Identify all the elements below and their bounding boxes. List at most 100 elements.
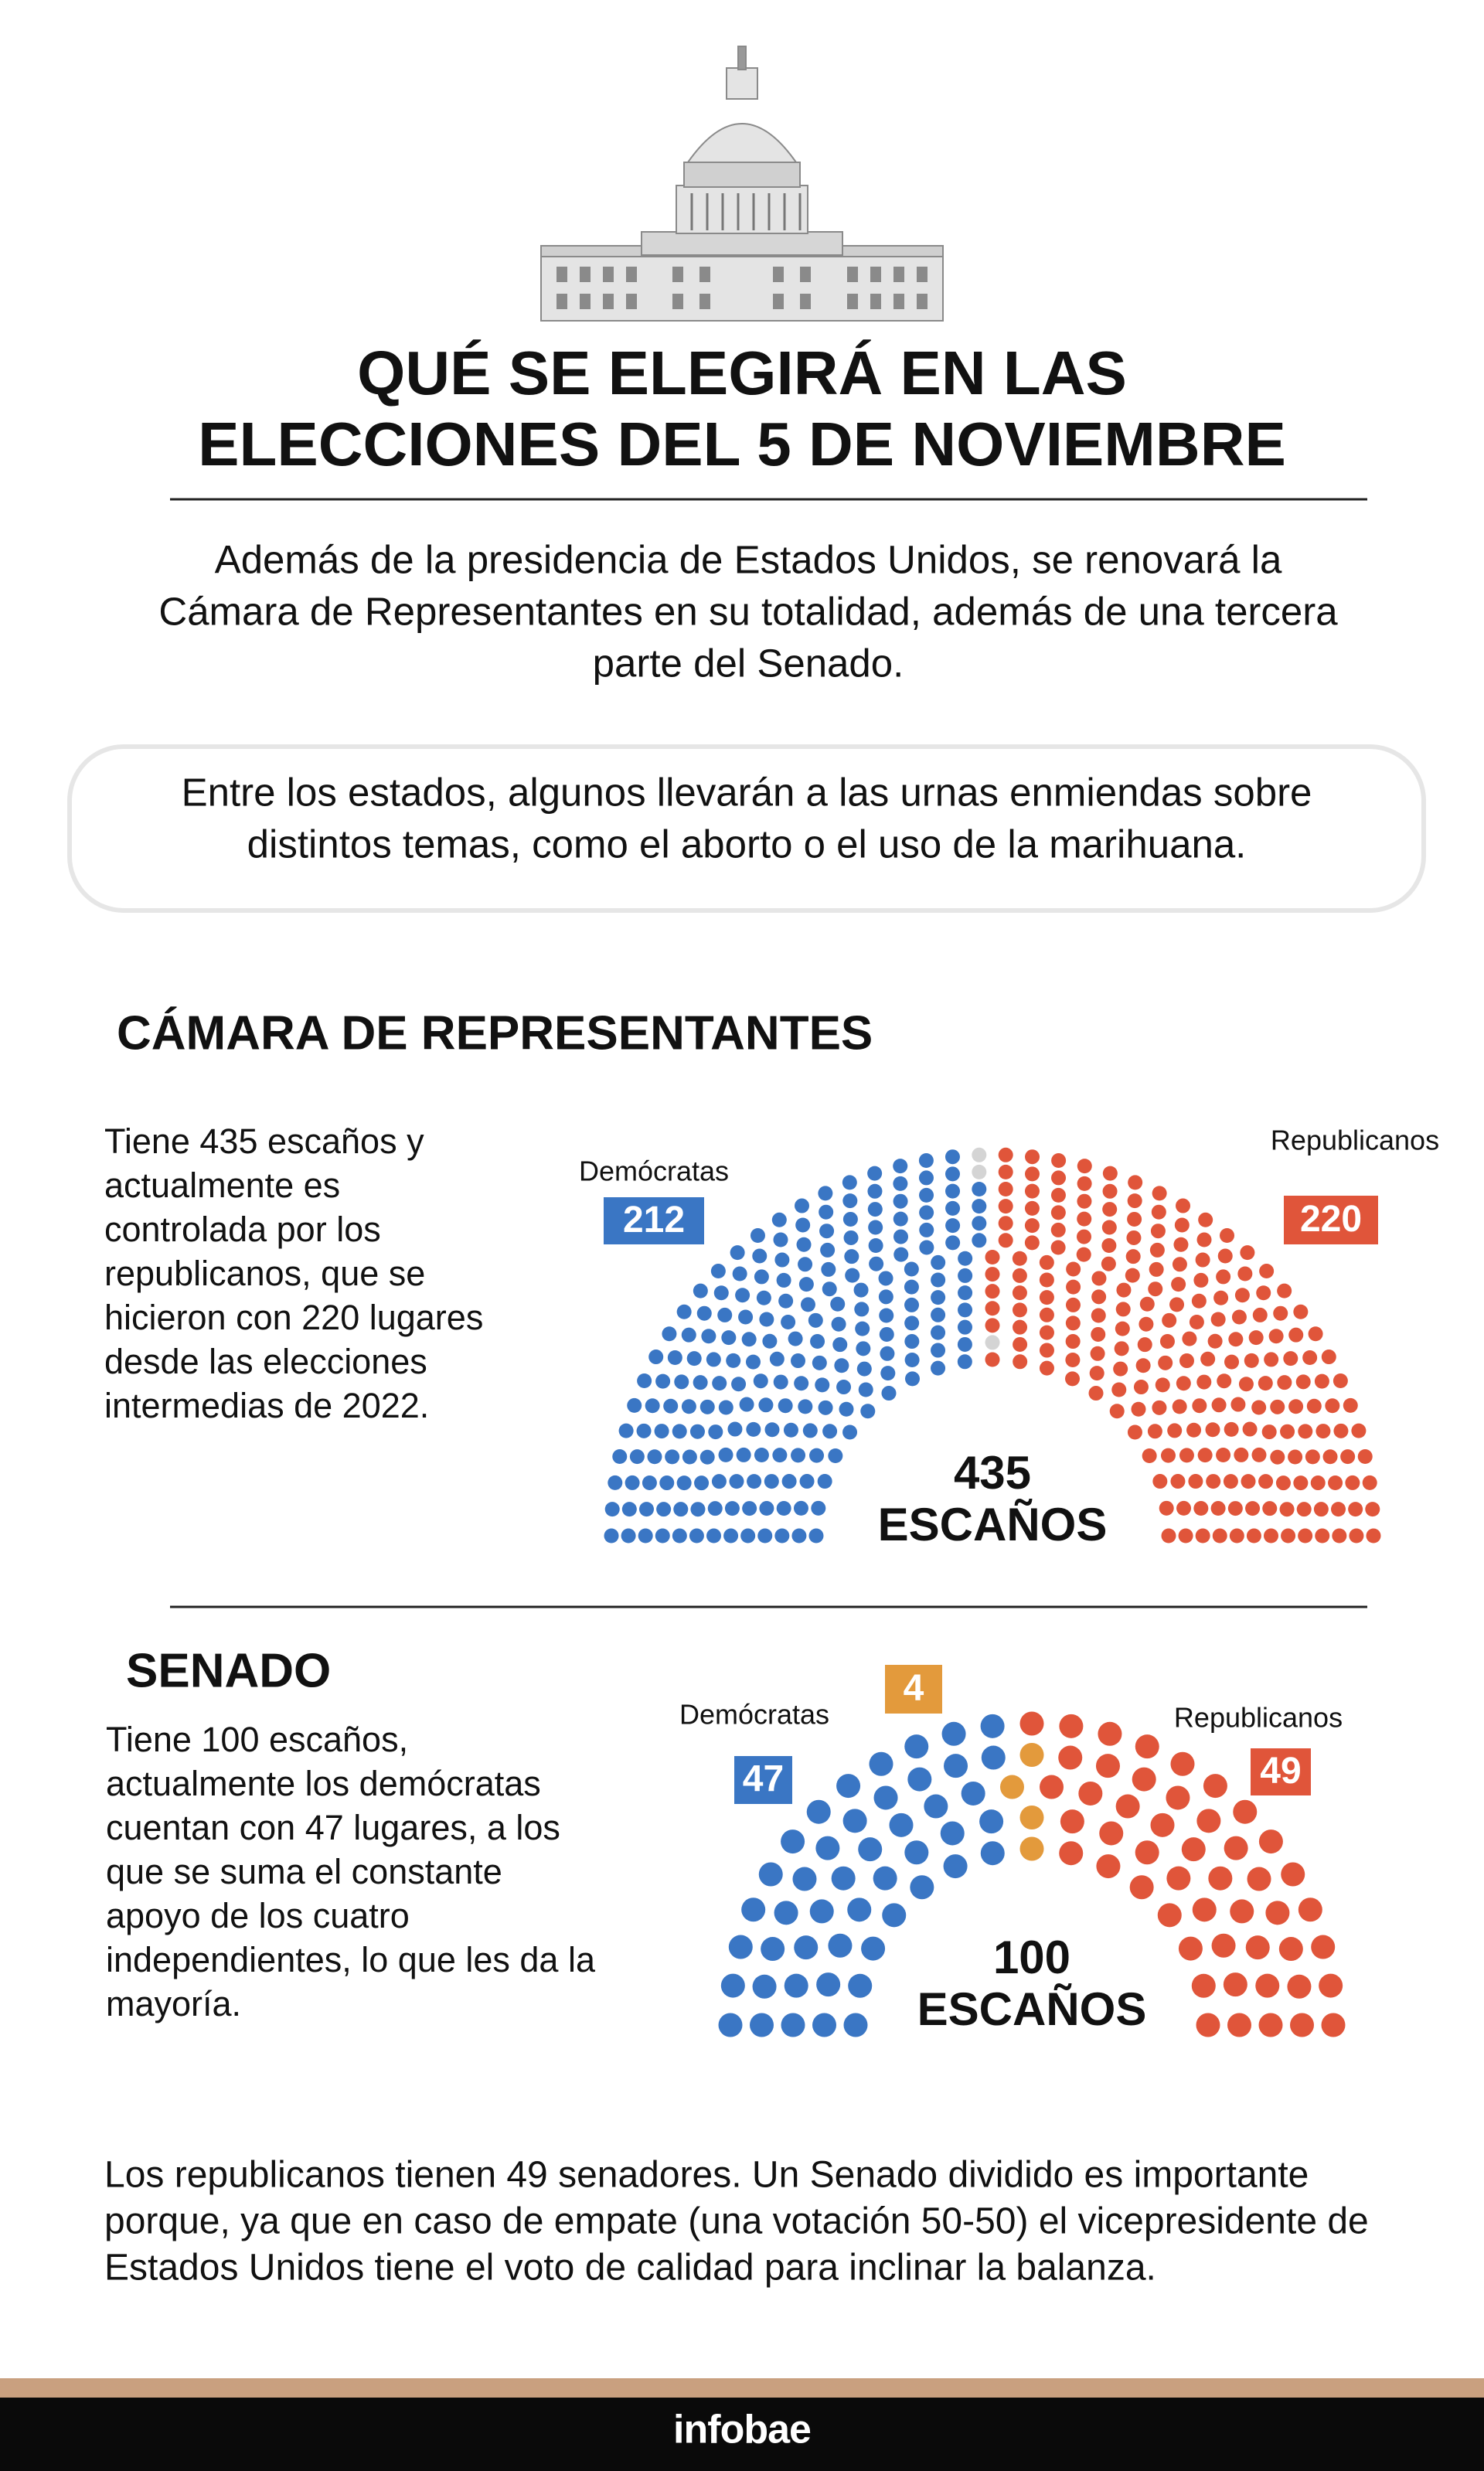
seat xyxy=(791,1353,806,1369)
seat xyxy=(818,1186,833,1201)
seat xyxy=(1293,1304,1309,1319)
seat xyxy=(830,1296,846,1312)
seat xyxy=(1230,1899,1254,1924)
party-seats xyxy=(985,1147,1381,1544)
seat xyxy=(694,1475,710,1491)
seat xyxy=(1012,1251,1027,1266)
seat xyxy=(759,1501,774,1516)
seat xyxy=(1025,1149,1040,1165)
seat xyxy=(1101,1238,1117,1254)
seat xyxy=(648,1350,664,1365)
seat xyxy=(1039,1325,1054,1340)
seat xyxy=(1314,1373,1329,1389)
seat xyxy=(1227,1501,1243,1516)
seat xyxy=(1135,1840,1159,1865)
seat xyxy=(736,1447,751,1462)
seat xyxy=(1212,1528,1227,1544)
seat xyxy=(1244,1353,1259,1368)
seat xyxy=(1012,1285,1027,1301)
seat xyxy=(1325,1398,1340,1414)
seat xyxy=(836,1380,852,1395)
seat xyxy=(853,1282,869,1298)
seat xyxy=(750,2013,774,2037)
seat xyxy=(662,1326,677,1342)
seat xyxy=(1060,1809,1084,1834)
seat xyxy=(711,1474,727,1489)
seat xyxy=(869,1256,884,1271)
seat xyxy=(861,1936,886,1961)
seat xyxy=(844,1249,859,1264)
title-line: ELECCIONES DEL 5 DE NOVIEMBRE xyxy=(198,410,1286,478)
seat xyxy=(659,1475,675,1491)
party-seats xyxy=(999,1743,1044,1861)
seat xyxy=(1288,1399,1304,1414)
seat xyxy=(781,1474,797,1489)
seat xyxy=(638,1528,653,1544)
seat xyxy=(889,1812,914,1837)
seat xyxy=(1233,1799,1258,1824)
seat xyxy=(842,1424,858,1440)
seat xyxy=(1251,1447,1267,1462)
seat xyxy=(811,1500,826,1516)
seat xyxy=(1116,1282,1132,1298)
seat xyxy=(1315,1528,1330,1544)
seat xyxy=(621,1502,637,1517)
seat xyxy=(1205,1422,1220,1438)
seat xyxy=(893,1176,908,1191)
seat xyxy=(1089,1366,1104,1381)
total-seats: 100 xyxy=(993,1932,1070,1983)
seat xyxy=(672,1528,687,1544)
seat xyxy=(740,1528,756,1544)
seat xyxy=(1238,1377,1254,1392)
seat xyxy=(828,1933,853,1958)
seat xyxy=(1258,1474,1274,1489)
seat xyxy=(1160,1448,1176,1463)
seat xyxy=(873,1785,898,1810)
seat xyxy=(1162,1312,1177,1328)
seat xyxy=(712,1376,727,1391)
seat xyxy=(1332,1528,1347,1544)
seat xyxy=(1245,1501,1261,1516)
seat xyxy=(1186,1422,1202,1438)
seat xyxy=(1076,1247,1091,1262)
seat xyxy=(1198,1212,1213,1227)
seat xyxy=(868,1238,883,1254)
seat xyxy=(1192,1897,1217,1922)
seat xyxy=(724,1501,740,1516)
closing-line: Los republicanos tienen 49 senadores. Un… xyxy=(104,2155,1309,2196)
seat xyxy=(735,1288,751,1303)
seat xyxy=(972,1147,987,1162)
seat xyxy=(783,1422,798,1438)
intro-line: Además de la presidencia de Estados Unid… xyxy=(215,537,1282,581)
seat xyxy=(637,1373,652,1388)
seat xyxy=(1197,1448,1213,1463)
seat xyxy=(781,2013,805,2037)
seat xyxy=(998,1164,1013,1179)
seat xyxy=(1077,1193,1092,1209)
seat xyxy=(1262,1501,1278,1516)
seat xyxy=(1102,1166,1118,1181)
seat xyxy=(919,1205,934,1220)
seat xyxy=(772,1448,788,1463)
description-line: Tiene 435 escaños y xyxy=(104,1121,424,1161)
seat xyxy=(845,1268,860,1283)
seat xyxy=(981,1745,1006,1770)
seat xyxy=(752,1974,777,1999)
seat xyxy=(1176,1198,1190,1213)
seat xyxy=(754,1269,769,1285)
section-heading: SENADO xyxy=(126,1644,331,1697)
seat xyxy=(672,1424,687,1439)
seat xyxy=(893,1159,908,1174)
seat xyxy=(1242,1421,1258,1437)
seat xyxy=(1302,1350,1318,1366)
seat xyxy=(869,1751,893,1776)
seat xyxy=(1159,1500,1174,1516)
seat xyxy=(904,1371,920,1387)
seat xyxy=(1305,1449,1320,1465)
seat xyxy=(690,1502,706,1517)
seat xyxy=(867,1202,883,1217)
seat xyxy=(985,1267,1000,1282)
seat xyxy=(1051,1170,1067,1186)
seat xyxy=(1039,1272,1054,1288)
note-line: Entre los estados, algunos llevarán a la… xyxy=(182,770,1312,814)
